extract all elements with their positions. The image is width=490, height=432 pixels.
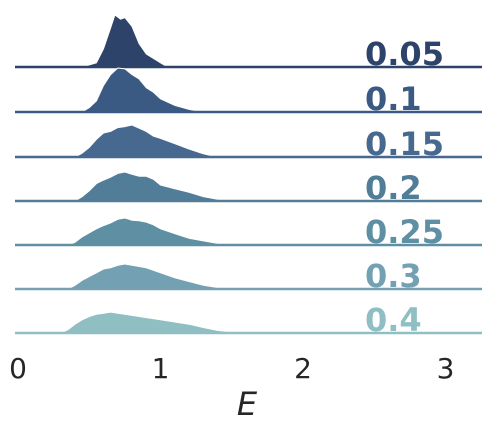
density-area	[81, 14, 170, 68]
ridge-row: 0.15	[15, 124, 482, 163]
series-label: 0.15	[365, 125, 444, 163]
x-tick-label: 1	[152, 352, 170, 385]
ridge-row: 0.3	[15, 257, 482, 295]
x-tick-label: 3	[437, 352, 455, 385]
x-tick-label: 0	[9, 352, 27, 385]
series-label: 0.1	[365, 80, 422, 118]
series-label: 0.05	[365, 35, 444, 73]
density-area	[60, 311, 247, 334]
density-area	[74, 124, 218, 158]
series-label: 0.3	[365, 257, 422, 295]
ridge-row: 0.2	[15, 169, 482, 207]
ridge-row: 0.4	[15, 301, 482, 339]
ridge-row: 0.25	[15, 213, 482, 251]
series-label: 0.2	[365, 169, 422, 207]
density-area	[67, 217, 232, 246]
x-tick-label: 2	[294, 352, 312, 385]
series-label: 0.4	[365, 301, 422, 339]
ridge-row: 0.1	[15, 67, 482, 118]
density-area	[67, 263, 232, 290]
ridge-row: 0.05	[15, 14, 482, 73]
density-area	[80, 67, 204, 113]
density-area	[73, 171, 232, 202]
series-label: 0.25	[365, 213, 444, 251]
x-axis-label: E	[237, 385, 258, 423]
